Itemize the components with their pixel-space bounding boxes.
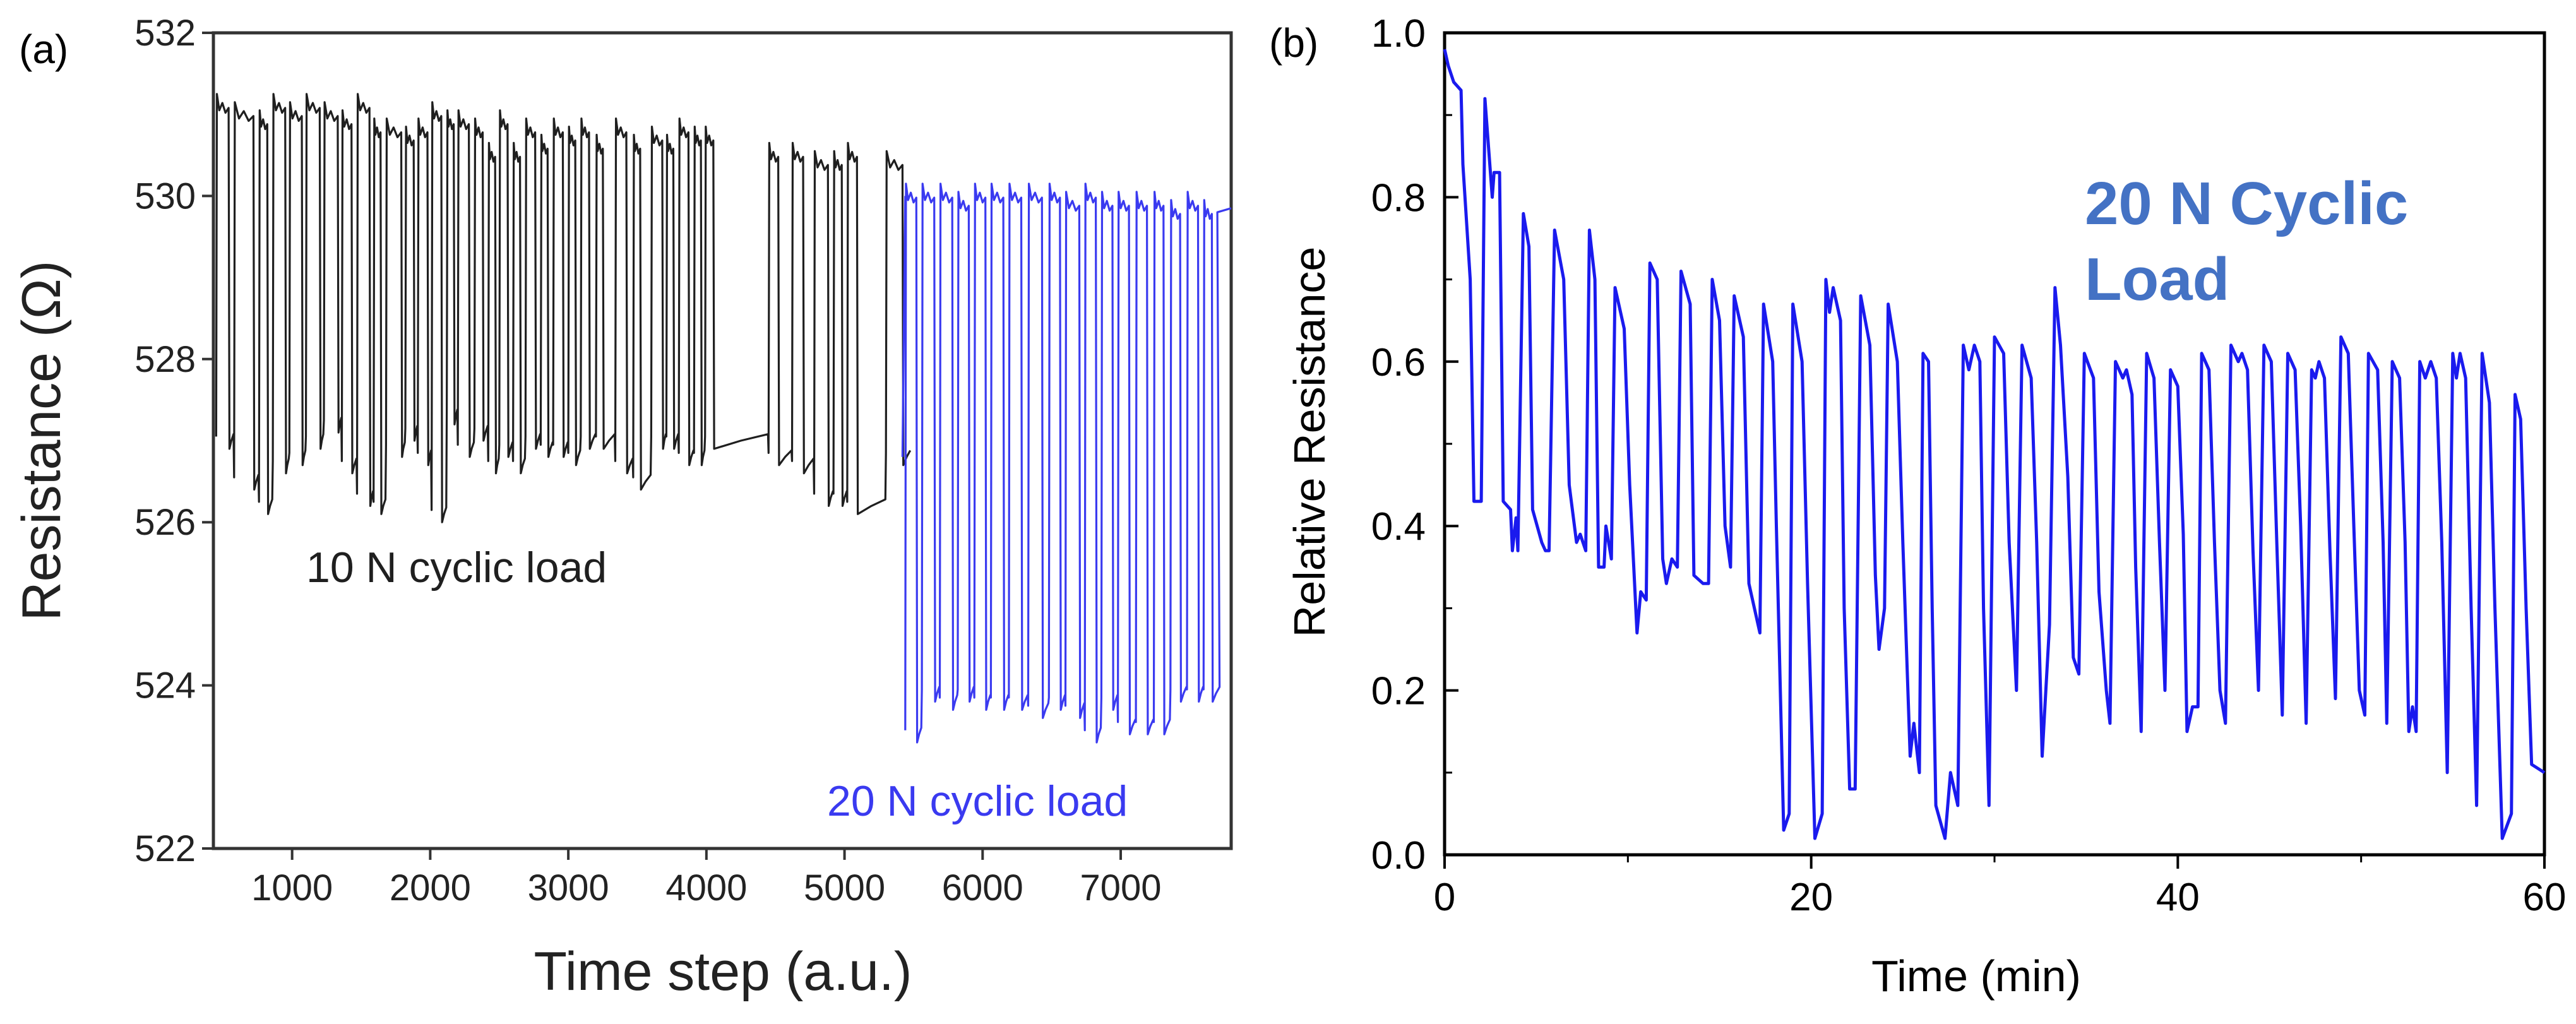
panel-a-y-tick-label: 526 — [134, 502, 196, 543]
panel-b-x-tick-label: 0 — [1434, 876, 1455, 919]
series-transition-line — [901, 196, 907, 457]
panel-a-annotation-20n: 20 N cyclic load — [827, 777, 1128, 825]
panel-a-y-axis-title: Resistance (Ω) — [11, 261, 72, 621]
series-10n-line — [215, 93, 912, 523]
panel-a-label: (a) — [19, 27, 68, 72]
panel-b-x-ticks: 0 20 40 60 — [1434, 855, 2567, 919]
panel-a-x-tick-label: 2000 — [390, 867, 471, 908]
panel-a-y-tick-label: 524 — [134, 665, 196, 706]
panel-b-y-ticks: 0.0 0.2 0.4 0.6 0.8 1.0 — [1371, 12, 1458, 878]
panel-a-y-tick-label: 522 — [134, 828, 196, 869]
panel-a-x-tick-label: 4000 — [665, 867, 747, 908]
series-20n-line — [904, 182, 1232, 744]
panel-a-x-tick-label: 6000 — [942, 867, 1023, 908]
panel-a-x-axis-title: Time step (a.u.) — [534, 941, 912, 1002]
panel-b-annotation: 20 N Cyclic Load — [2085, 170, 2425, 313]
panel-a-y-tick-label: 532 — [134, 13, 196, 54]
panel-a-annotation-10n: 10 N cyclic load — [306, 544, 607, 592]
panel-a-x-tick-label: 1000 — [251, 867, 333, 908]
panel-a-x-tick-label: 5000 — [804, 867, 885, 908]
panel-b-x-tick-label: 20 — [1789, 876, 1833, 919]
panel-a-x-ticks: 1000 2000 3000 4000 5000 6000 7000 — [251, 848, 1162, 908]
panel-a-y-tick-label: 528 — [134, 339, 196, 380]
panel-b-x-tick-label: 60 — [2523, 876, 2567, 919]
panel-b-y-tick-label: 0.8 — [1371, 176, 1426, 220]
panel-b-y-tick-label: 0.6 — [1371, 341, 1426, 384]
panel-b-y-tick-label: 0.0 — [1371, 834, 1426, 878]
panel-a: (a) 522 524 526 528 530 532 1000 2000 3000 4000 5… — [11, 13, 1233, 1002]
panel-b-label: (b) — [1269, 20, 1318, 66]
series-b-line — [1443, 49, 2546, 840]
panel-b-y-axis-title: Relative Resistance — [1285, 247, 1334, 638]
panel-a-plot-frame — [212, 31, 1233, 850]
panel-b-y-tick-label: 0.2 — [1371, 670, 1426, 713]
panel-b: (b) 0.0 0.2 0.4 0.6 0.8 1.0 0 20 40 60 Time (min… — [1269, 12, 2566, 1001]
panel-a-y-tick-label: 530 — [134, 176, 196, 217]
panel-b-annotation-line-1: 20 N Cyclic — [2085, 170, 2408, 237]
panel-a-y-ticks: 522 524 526 528 530 532 — [134, 13, 213, 869]
panel-a-lines — [215, 93, 1232, 744]
panel-b-x-tick-label: 40 — [2156, 876, 2200, 919]
panel-b-x-axis-title: Time (min) — [1871, 951, 2081, 1001]
panel-a-x-tick-label: 3000 — [528, 867, 609, 908]
panel-b-annotation-line-2: Load — [2085, 246, 2229, 313]
panel-b-y-tick-label: 1.0 — [1371, 12, 1426, 56]
panel-b-y-tick-label: 0.4 — [1371, 505, 1426, 549]
panel-b-lines — [1443, 49, 2546, 840]
panel-a-x-tick-label: 7000 — [1080, 867, 1162, 908]
